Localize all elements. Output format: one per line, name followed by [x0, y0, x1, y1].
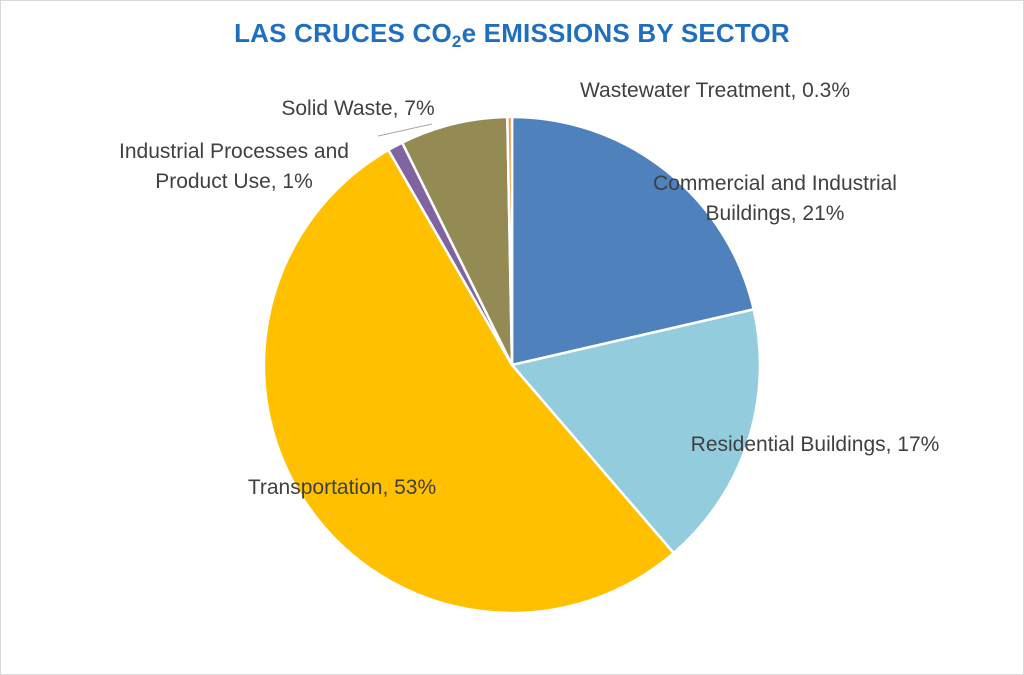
- slice-label-line: Wastewater Treatment, 0.3%: [580, 79, 850, 102]
- leader-lines: [377, 123, 433, 137]
- slice-label-line: Residential Buildings, 17%: [691, 433, 940, 456]
- slice-labels: Commercial and Industrial Buildings, 21% R…: [119, 79, 939, 499]
- leader-line-solid-waste: [377, 123, 433, 137]
- slice-label-line: Buildings, 21%: [706, 202, 845, 225]
- slice-label-line: Solid Waste, 7%: [281, 97, 434, 120]
- slice-label-5: Wastewater Treatment, 0.3%: [580, 79, 850, 102]
- pie-slice-2: [262, 148, 675, 615]
- slice-label-2: Transportation, 53%: [248, 476, 436, 499]
- pie-slice-4: [400, 115, 514, 367]
- slice-label-1: Residential Buildings, 17%: [691, 433, 940, 456]
- chart-title-suffix: e EMISSIONS BY SECTOR: [461, 18, 790, 48]
- slice-label-line: Transportation, 53%: [248, 476, 436, 499]
- pie-slice-1: [510, 308, 762, 555]
- slice-label-4: Solid Waste, 7%: [281, 97, 434, 120]
- slice-label-line: Commercial and Industrial: [653, 172, 897, 195]
- chart-title-subscript: 2: [451, 32, 462, 51]
- slice-label-0: Commercial and Industrial Buildings, 21%: [653, 172, 897, 225]
- chart-title: LAS CRUCES CO2e EMISSIONS BY SECTOR: [0, 18, 1024, 52]
- slice-label-line: Product Use, 1%: [155, 170, 313, 193]
- slice-label-line: Industrial Processes and: [119, 140, 349, 163]
- pie-slice-0: [510, 115, 755, 367]
- pie-slices: [262, 115, 762, 615]
- pie-slice-5: [506, 115, 514, 367]
- slice-label-3: Industrial Processes and Product Use, 1%: [119, 140, 349, 193]
- chart-title-prefix: LAS CRUCES CO: [234, 18, 452, 48]
